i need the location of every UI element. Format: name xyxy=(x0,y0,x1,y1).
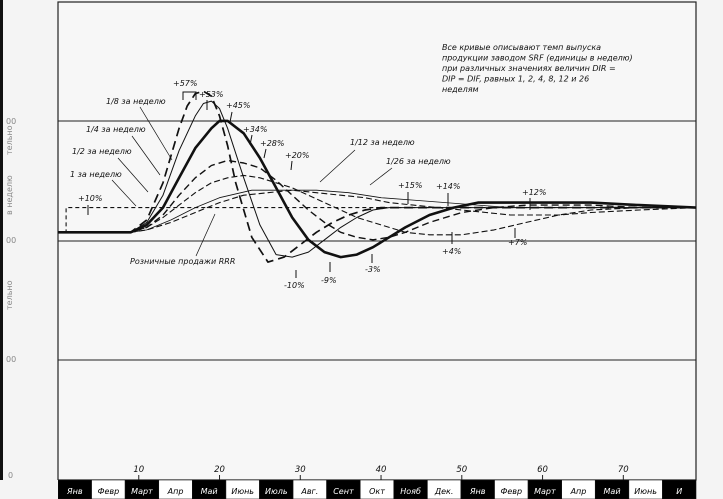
month-label: Май xyxy=(201,487,218,496)
y-tick-label: 00 xyxy=(6,117,16,126)
series-line-7 xyxy=(58,189,696,233)
peak-markers xyxy=(87,91,531,278)
month-label: Нояб xyxy=(400,487,421,496)
annotation-pct: +14% xyxy=(436,182,460,191)
x-tick-label: 20 xyxy=(214,465,225,475)
y-tick-label: 0 xyxy=(8,471,13,480)
month-label: Сент xyxy=(333,487,354,496)
x-axis-ticks: 10 20 30 40 50 60 70 xyxy=(133,465,629,480)
annotation-pct: +45% xyxy=(226,101,250,110)
series-label-1-4: 1/4 за неделю xyxy=(86,125,146,134)
month-label: Июнь xyxy=(634,487,657,496)
month-label: Июль xyxy=(265,487,288,496)
month-label: Апр xyxy=(167,487,184,496)
month-label: Февр xyxy=(98,487,120,496)
month-strip-spacer xyxy=(0,480,58,499)
annotation-pct: +28% xyxy=(260,139,284,148)
left-border xyxy=(0,0,3,499)
month-cell xyxy=(662,479,697,499)
x-tick-label: 40 xyxy=(376,465,387,475)
annotation-pct: +57% xyxy=(173,79,197,88)
annotation-pct: +10% xyxy=(78,194,102,203)
y-axis-fragment: тельно xyxy=(5,280,14,310)
series-line-2 xyxy=(58,119,697,259)
series-label-1-12: 1/12 за неделю xyxy=(350,138,415,147)
month-label: Окт xyxy=(369,487,385,496)
annotation-pct: +4% xyxy=(442,247,461,256)
annotation-pct: +53% xyxy=(199,90,223,99)
x-tick-label: 60 xyxy=(537,465,548,475)
label-leaders xyxy=(111,106,393,257)
month-label: Дек. xyxy=(434,487,454,496)
series-label-1-26: 1/26 за неделю xyxy=(386,157,451,166)
annotation-pct: +34% xyxy=(243,125,267,134)
series-line-3 xyxy=(58,159,696,241)
annotation-pct: -10% xyxy=(284,281,305,290)
x-tick-label: 70 xyxy=(618,465,629,475)
series-line-5 xyxy=(58,189,697,233)
month-label: И xyxy=(676,487,682,496)
month-strip: Янв Февр Март Апр Май Июнь Июль Авг. Сент Окт Нояб… xyxy=(0,479,697,499)
y-axis-fragment: тельно xyxy=(5,125,14,155)
annotation-pct: +7% xyxy=(508,238,527,247)
series-label-1-8: 1/8 за неделю xyxy=(106,97,166,106)
series-label-1: 1 за неделю xyxy=(70,170,122,179)
month-label: Февр xyxy=(501,487,523,496)
x-tick-label: 10 xyxy=(133,465,144,475)
annotation-pct: +15% xyxy=(398,181,422,190)
annotation-pct: -9% xyxy=(321,276,337,285)
series-label-1-2: 1/2 за неделю xyxy=(72,147,132,156)
month-label: Авг. xyxy=(300,487,318,496)
month-label: Янв xyxy=(469,487,486,496)
x-tick-label: 50 xyxy=(456,465,467,475)
month-label: Апр xyxy=(570,487,587,496)
series-layer xyxy=(58,90,697,263)
month-label: Март xyxy=(534,487,556,496)
y-axis-fragment: в неделю xyxy=(5,175,14,215)
retail-label: Розничные продажи RRR xyxy=(130,257,235,266)
y-tick-label: 00 xyxy=(6,236,16,245)
month-label: Янв xyxy=(66,487,83,496)
x-tick-label: 30 xyxy=(295,465,306,475)
annotation-pct: +12% xyxy=(522,188,546,197)
annotation-pct: +20% xyxy=(285,151,309,160)
month-label: Май xyxy=(604,487,621,496)
y-tick-label: 00 xyxy=(6,355,16,364)
month-label: Март xyxy=(131,487,153,496)
month-label: Июнь xyxy=(231,487,254,496)
annotation-pct: -3% xyxy=(365,265,381,274)
chart-note: Все кривые описывают темп выпуска продукц… xyxy=(442,43,633,94)
